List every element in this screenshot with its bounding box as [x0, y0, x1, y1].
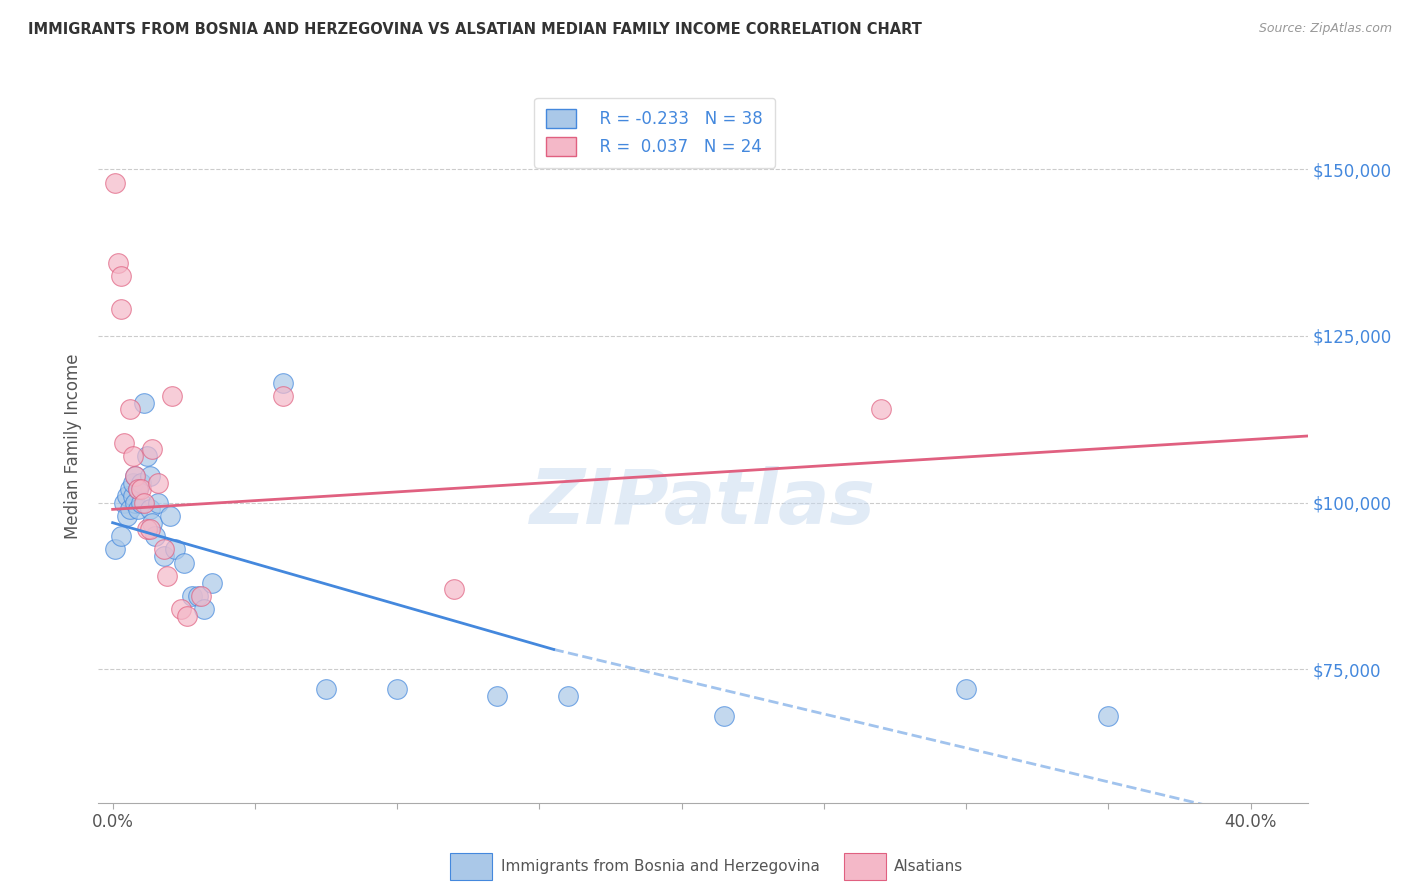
- Point: [187, 589, 209, 603]
- Point: [141, 442, 163, 457]
- Point: [118, 402, 141, 417]
- Text: Immigrants from Bosnia and Herzegovina: Immigrants from Bosnia and Herzegovina: [501, 859, 820, 873]
- Point: [141, 516, 163, 530]
- Point: [110, 302, 132, 317]
- Point: [124, 469, 146, 483]
- Point: [443, 582, 465, 597]
- Point: [176, 609, 198, 624]
- Text: IMMIGRANTS FROM BOSNIA AND HERZEGOVINA VS ALSATIAN MEDIAN FAMILY INCOME CORRELAT: IMMIGRANTS FROM BOSNIA AND HERZEGOVINA V…: [28, 22, 922, 37]
- Point: [127, 483, 149, 497]
- Point: [273, 376, 295, 390]
- Point: [173, 556, 195, 570]
- Point: [135, 449, 157, 463]
- Point: [124, 469, 146, 483]
- Point: [315, 682, 337, 697]
- Point: [955, 682, 977, 697]
- Point: [112, 435, 135, 450]
- Point: [127, 483, 149, 497]
- Text: Source: ZipAtlas.com: Source: ZipAtlas.com: [1258, 22, 1392, 36]
- Text: ZIPatlas: ZIPatlas: [530, 467, 876, 540]
- Point: [869, 402, 891, 417]
- Point: [129, 483, 152, 497]
- Text: Alsatians: Alsatians: [894, 859, 963, 873]
- Point: [129, 496, 152, 510]
- Point: [118, 502, 141, 516]
- Point: [115, 489, 138, 503]
- Point: [190, 589, 212, 603]
- Point: [156, 569, 179, 583]
- Point: [159, 509, 181, 524]
- Point: [165, 542, 187, 557]
- Point: [138, 522, 160, 536]
- Point: [153, 549, 176, 563]
- Point: [557, 689, 579, 703]
- Point: [112, 496, 135, 510]
- Point: [181, 589, 204, 603]
- Point: [107, 255, 129, 269]
- Point: [713, 709, 735, 723]
- Point: [124, 496, 146, 510]
- Point: [170, 602, 193, 616]
- Point: [110, 268, 132, 283]
- Point: [201, 575, 224, 590]
- Point: [121, 449, 143, 463]
- Point: [104, 542, 127, 557]
- Y-axis label: Median Family Income: Median Family Income: [65, 353, 83, 539]
- Point: [110, 529, 132, 543]
- Point: [118, 483, 141, 497]
- Point: [138, 502, 160, 516]
- Point: [193, 602, 215, 616]
- Point: [127, 502, 149, 516]
- Point: [273, 389, 295, 403]
- Point: [153, 542, 176, 557]
- Point: [162, 389, 184, 403]
- Point: [115, 509, 138, 524]
- Point: [485, 689, 508, 703]
- Point: [121, 475, 143, 490]
- Point: [135, 522, 157, 536]
- Point: [129, 475, 152, 490]
- Point: [121, 489, 143, 503]
- Point: [132, 395, 155, 409]
- Point: [104, 176, 127, 190]
- Point: [385, 682, 408, 697]
- Point: [146, 475, 169, 490]
- Legend:   R = -0.233   N = 38,   R =  0.037   N = 24: R = -0.233 N = 38, R = 0.037 N = 24: [534, 97, 775, 168]
- Point: [1097, 709, 1119, 723]
- Point: [132, 496, 155, 510]
- Point: [143, 529, 166, 543]
- Point: [146, 496, 169, 510]
- Point: [138, 469, 160, 483]
